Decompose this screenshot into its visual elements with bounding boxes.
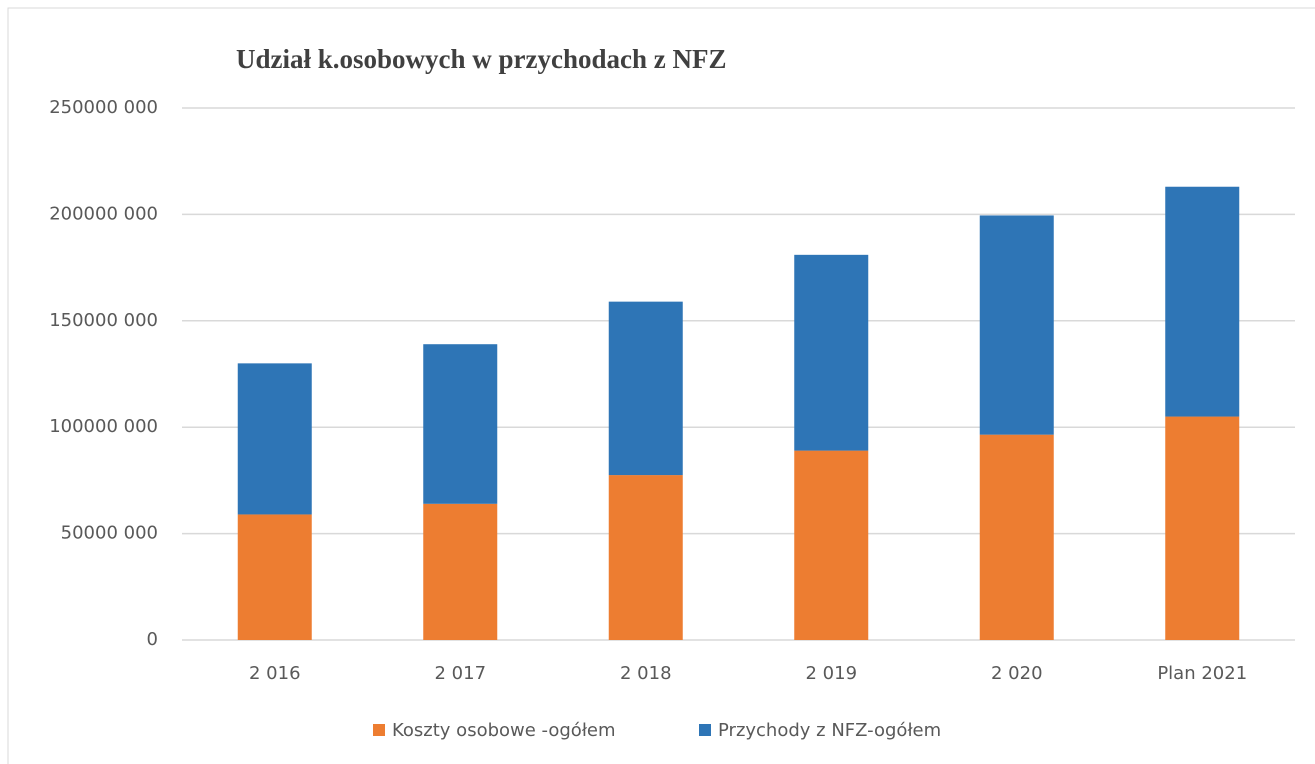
bar-segment: [423, 503, 498, 640]
y-tick-label: 0: [147, 629, 158, 650]
y-tick-label: 200000 000: [49, 203, 158, 224]
bar-segment: [794, 450, 869, 640]
y-tick-label: 250000 000: [49, 97, 158, 118]
bar-segment: [608, 475, 683, 640]
chart-frame: [7, 7, 1315, 764]
bar-segment: [979, 215, 1054, 435]
x-tick-label: 2 020: [991, 663, 1043, 684]
bar-segment: [237, 363, 312, 515]
x-tick-label: 2 017: [434, 663, 486, 684]
x-tick-label: 2 016: [249, 663, 301, 684]
bar-segment: [237, 514, 312, 640]
legend-label: Przychody z NFZ-ogółem: [718, 720, 941, 741]
y-tick-label: 150000 000: [49, 310, 158, 331]
legend-swatch: [699, 724, 711, 736]
bar-segment: [423, 344, 498, 504]
bar-segment: [1165, 186, 1240, 417]
y-tick-label: 100000 000: [49, 416, 158, 437]
legend-label: Koszty osobowe -ogółem: [392, 720, 616, 741]
chart-title: Udział k.osobowych w przychodach z NFZ: [236, 44, 727, 74]
bar-segment: [794, 254, 869, 451]
x-tick-label: Plan 2021: [1157, 663, 1247, 684]
bar-segment: [608, 301, 683, 476]
bar-segment: [979, 434, 1054, 640]
y-tick-label: 50000 000: [61, 523, 158, 544]
x-tick-label: 2 018: [620, 663, 672, 684]
x-tick-label: 2 019: [805, 663, 857, 684]
bar-segment: [1165, 416, 1240, 640]
legend-swatch: [373, 724, 385, 736]
